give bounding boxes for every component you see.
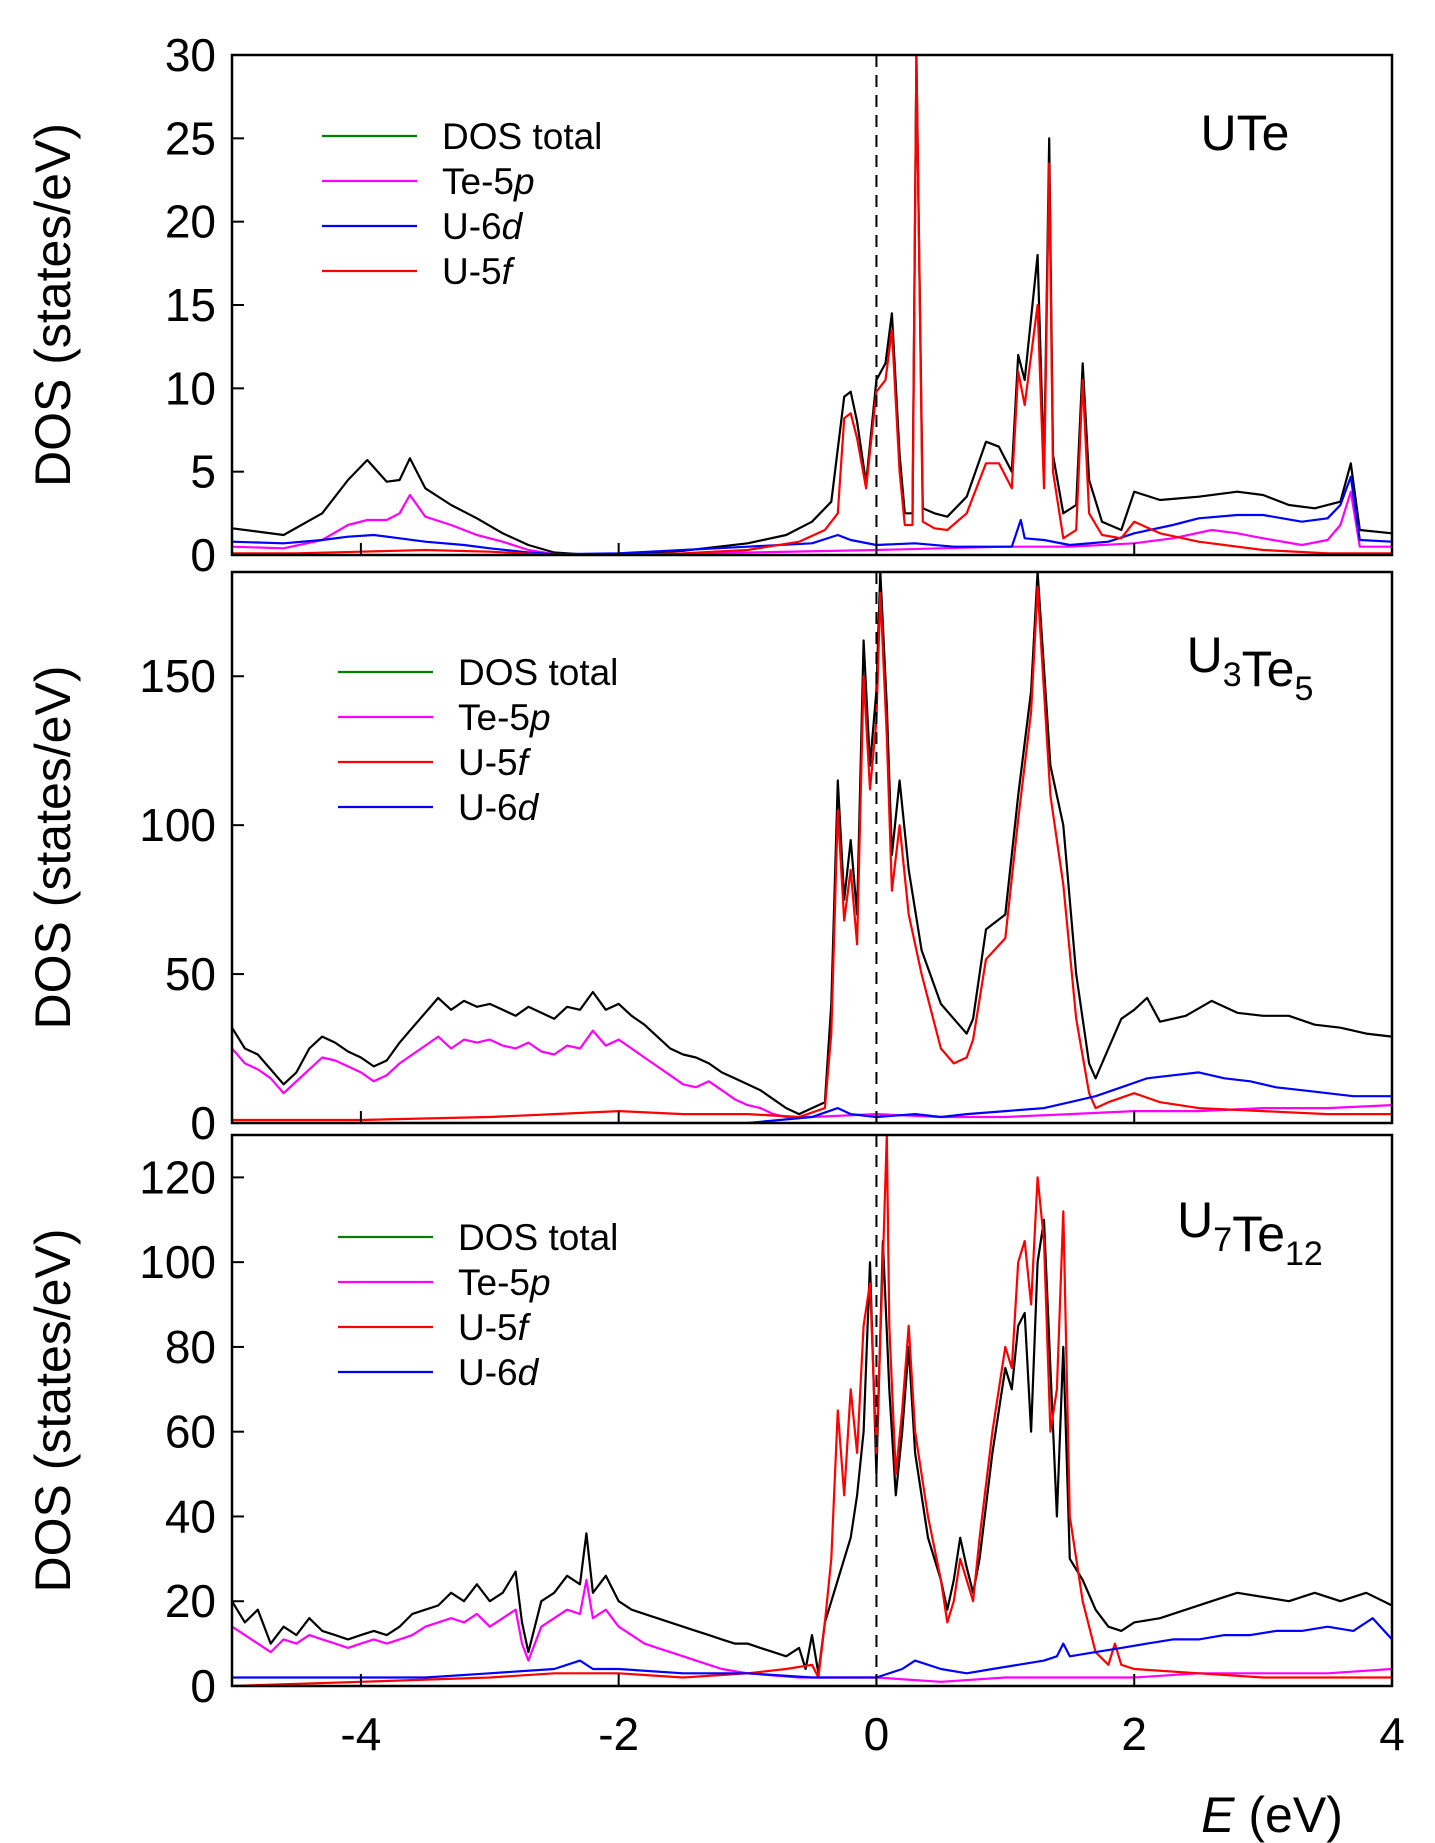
y-axis-label: DOS (states/eV) — [25, 1229, 81, 1593]
plot-frame — [230, 1133, 1394, 1688]
x-tick-label: 2 — [1121, 1708, 1147, 1760]
x-axis-label: E (eV) — [1201, 1787, 1343, 1843]
y-tick-label: 20 — [165, 196, 216, 248]
y-tick-label: 0 — [190, 529, 216, 581]
y-axis-label: DOS (states/eV) — [25, 123, 81, 487]
legend-label-u-6d: U-6d — [458, 1352, 540, 1393]
series-line-dos-total — [232, 572, 1392, 1116]
legend-label-dos-total: DOS total — [458, 652, 618, 693]
y-axis-label: DOS (states/eV) — [25, 666, 81, 1030]
series-line-u-5f — [232, 1135, 1392, 1686]
material-label: U3Te5 — [1187, 627, 1314, 708]
y-tick-label: 0 — [190, 1660, 216, 1712]
y-tick-label: 30 — [165, 29, 216, 81]
x-axis-label-unit: (eV) — [1235, 1787, 1343, 1843]
x-axis-label-symbol: E — [1201, 1787, 1235, 1843]
y-tick-label: 5 — [190, 446, 216, 498]
x-tick-label: -2 — [598, 1708, 639, 1760]
y-tick-label: 100 — [139, 799, 216, 851]
series-group — [232, 55, 1392, 555]
legend-label-dos-total: DOS total — [458, 1217, 618, 1258]
series-group — [232, 1135, 1392, 1686]
panel-u7te12: 0 20 40 60 80 100 120 -4 -2 0 2 4 DOS (states/eV) DOS… — [25, 1133, 1405, 1760]
y-tick-label: 0 — [190, 1097, 216, 1149]
x-tick-label: -4 — [340, 1708, 381, 1760]
y-tick-label: 20 — [165, 1575, 216, 1627]
legend-label-te-5p: Te-5p — [458, 1262, 551, 1303]
material-label: U7Te12 — [1177, 1192, 1323, 1273]
y-tick-label: 60 — [165, 1406, 216, 1458]
y-tick-label: 25 — [165, 112, 216, 164]
legend-label-te-5p: Te-5p — [458, 697, 551, 738]
y-tick-label: 150 — [139, 650, 216, 702]
series-line-te-5p — [232, 490, 1392, 555]
legend-label-te-5p: Te-5p — [442, 161, 535, 202]
legend-label-u-5f: U-5f — [458, 742, 532, 783]
series-line-dos-total — [232, 1218, 1392, 1675]
y-tick-label: 100 — [139, 1236, 216, 1288]
series-line-u-6d — [232, 1617, 1392, 1679]
legend-label-u-5f: U-5f — [442, 251, 516, 292]
legend-label-dos-total: DOS total — [442, 116, 602, 157]
y-tick-label: 40 — [165, 1490, 216, 1542]
material-label: UTe — [1201, 105, 1290, 161]
series-group — [232, 572, 1392, 1123]
legend-label-u-5f: U-5f — [458, 1307, 532, 1348]
x-tick-label: 4 — [1379, 1708, 1405, 1760]
x-tick-label: 0 — [864, 1708, 890, 1760]
y-tick-label: 120 — [139, 1151, 216, 1203]
y-tick-label: 10 — [165, 362, 216, 414]
y-tick-label: 50 — [165, 948, 216, 1000]
plot-frame — [230, 570, 1394, 1125]
series-line-te-5p — [232, 1029, 1392, 1119]
legend-label-u-6d: U-6d — [458, 787, 540, 828]
series-line-u-5f — [232, 55, 1392, 555]
series-line-u-6d — [232, 1071, 1392, 1123]
legend-label-u-6d: U-6d — [442, 206, 524, 247]
panel-ute: 0 5 10 15 20 25 30 DOS (states/eV) DOS totalTe-5… — [25, 29, 1394, 581]
y-tick-label: 80 — [165, 1321, 216, 1373]
y-tick-label: 15 — [165, 279, 216, 331]
series-line-u-5f — [232, 585, 1392, 1122]
series-line-u-6d — [232, 475, 1392, 555]
